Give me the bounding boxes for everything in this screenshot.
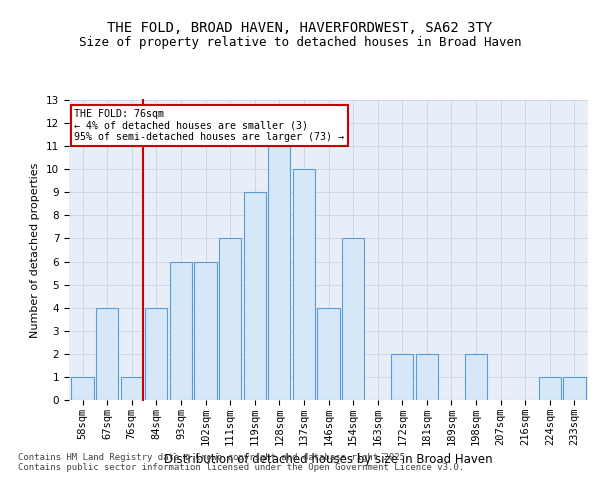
Bar (563, 377, 586, 400)
Text: Size of property relative to detached houses in Broad Haven: Size of property relative to detached ho… (79, 36, 521, 49)
Bar (96, 308, 118, 400)
Bar (194, 262, 217, 400)
Bar (391, 354, 413, 400)
Bar (539, 377, 561, 400)
X-axis label: Distribution of detached houses by size in Broad Haven: Distribution of detached houses by size … (164, 454, 493, 466)
Bar (465, 354, 487, 400)
Bar (219, 238, 241, 400)
Text: THE FOLD, BROAD HAVEN, HAVERFORDWEST, SA62 3TY: THE FOLD, BROAD HAVEN, HAVERFORDWEST, SA… (107, 20, 493, 34)
Bar (145, 308, 167, 400)
Bar (170, 262, 192, 400)
Y-axis label: Number of detached properties: Number of detached properties (31, 162, 40, 338)
Text: THE FOLD: 76sqm
← 4% of detached houses are smaller (3)
95% of semi-detached hou: THE FOLD: 76sqm ← 4% of detached houses … (74, 109, 344, 142)
Bar (317, 308, 340, 400)
Bar (121, 377, 143, 400)
Bar (293, 169, 315, 400)
Bar (71, 377, 94, 400)
Bar (244, 192, 266, 400)
Bar (416, 354, 438, 400)
Bar (268, 146, 290, 400)
Text: Contains HM Land Registry data © Crown copyright and database right 2025.
Contai: Contains HM Land Registry data © Crown c… (18, 452, 464, 472)
Bar (342, 238, 364, 400)
